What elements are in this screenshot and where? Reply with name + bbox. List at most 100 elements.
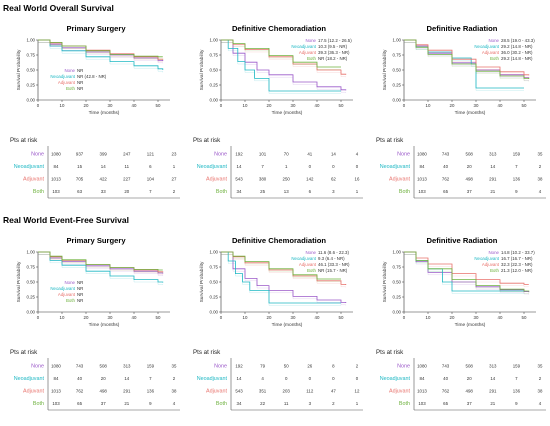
y-tick-label: 0.50: [392, 280, 401, 285]
series-line-none-ci: [221, 42, 346, 93]
risk-row-name: Neoadjuvant: [380, 164, 411, 170]
risk-cell: 142: [306, 177, 314, 182]
panel-title: Definitive Chemoradiation: [232, 236, 326, 245]
legend-entry-adjuvant: Adjuvant 36.0 (30.2 - NR): [482, 50, 533, 55]
legend-median-label: 39.3 (36.3 - NR): [318, 50, 350, 55]
risk-cell: 159: [147, 364, 155, 369]
series-line-both-ci: [38, 42, 163, 60]
risk-cell: 38: [172, 389, 177, 394]
risk-cell: 15: [77, 164, 82, 169]
legend-entry-both: Both 29.2 (14.8 - NR): [490, 56, 533, 61]
risk-cell: 1080: [51, 364, 61, 369]
risk-cell: 112: [306, 389, 314, 394]
legend-entry-none: None 28.5 (19.0 - 43.3): [489, 38, 536, 43]
risk-row-name: Both: [399, 401, 410, 407]
series-line-neoadjuvant: [221, 39, 341, 92]
series-line-both: [221, 251, 341, 280]
series-line-adjuvant: [38, 39, 164, 60]
risk-cell: 40: [443, 376, 448, 381]
x-tick-label: 40: [132, 103, 137, 108]
legend-entry-adjuvant: Adjuvant 32.3 (22.3 - NR): [482, 262, 533, 267]
risk-cell: 37: [101, 401, 106, 406]
risk-cell: 203: [283, 389, 291, 394]
risk-row-name: Both: [33, 401, 44, 407]
legend-median-label: 36.0 (30.2 - NR): [501, 50, 533, 55]
x-tick-label: 40: [132, 315, 137, 320]
x-tick-label: 40: [315, 103, 320, 108]
y-axis-label: Survival Probability: [199, 49, 205, 90]
section-title: Real World Overall Survival: [3, 3, 114, 13]
risk-cell: 9: [515, 401, 518, 406]
risk-row-name: Adjuvant: [23, 177, 44, 183]
y-tick-label: 0.00: [209, 98, 218, 103]
risk-cell: 762: [442, 389, 450, 394]
y-tick-label: 0.00: [392, 98, 401, 103]
risk-cell: 101: [259, 152, 267, 157]
legend-series-name: Adjuvant: [58, 292, 76, 297]
risk-cell: 50: [284, 364, 289, 369]
risk-cell: 14: [237, 164, 242, 169]
x-tick-label: 40: [315, 315, 320, 320]
x-tick-label: 20: [267, 103, 272, 108]
risk-cell: 0: [356, 376, 359, 381]
y-tick-label: 0.75: [26, 265, 35, 270]
risk-cell: 543: [235, 389, 243, 394]
legend-entry-both: Both 21.3 (12.0 - NR): [490, 268, 533, 273]
panel-title: Primary Surgery: [66, 24, 126, 33]
y-tick-label: 1.00: [26, 250, 35, 255]
legend-entry-neoadjuvant: Neoadjuvant 9.3 (6.4 - NR): [291, 256, 345, 261]
risk-cell: 62: [331, 177, 336, 182]
risk-cell: 104: [147, 177, 155, 182]
panel-definitive-radiation: Definitive Radiation 0.00 0.25 0.50 0.75 1.00…: [376, 24, 546, 199]
risk-cell: 1013: [51, 389, 61, 394]
risk-cell: 351: [259, 389, 267, 394]
risk-cell: 508: [466, 364, 474, 369]
risk-cell: 14: [237, 376, 242, 381]
legend-median-label: NR (18.2 - NR): [318, 56, 348, 61]
risk-table-header: Pts at risk: [10, 137, 38, 144]
x-tick-label: 30: [291, 103, 296, 108]
risk-cell: 37: [467, 189, 472, 194]
risk-cell: 41: [307, 152, 312, 157]
risk-cell: 543: [235, 177, 243, 182]
risk-cell: 247: [123, 152, 131, 157]
risk-cell: 7: [149, 376, 152, 381]
risk-cell: 422: [100, 177, 108, 182]
risk-cell: 34: [237, 189, 242, 194]
y-tick-label: 0.50: [26, 280, 35, 285]
legend-median-label: 46.1 (33.3 - NR): [318, 262, 350, 267]
risk-cell: 508: [100, 364, 108, 369]
y-tick-label: 1.00: [392, 250, 401, 255]
risk-cell: 3: [332, 189, 335, 194]
risk-row-name: Adjuvant: [389, 177, 410, 183]
risk-row-name: Both: [33, 189, 44, 195]
legend-entry-both: Both NR (15.7 - NR): [307, 268, 348, 273]
risk-cell: 84: [54, 164, 59, 169]
legend-entry-neoadjuvant: Neoadjuvant NR (42.8 - NR): [50, 74, 106, 79]
legend-entry-both: Both NR (18.2 - NR): [307, 56, 348, 61]
series-line-both: [38, 39, 163, 58]
risk-cell: 4: [539, 189, 542, 194]
y-tick-label: 0.50: [26, 68, 35, 73]
risk-cell: 20: [101, 376, 106, 381]
y-tick-label: 1.00: [209, 250, 218, 255]
legend-median-label: NR: [77, 68, 83, 73]
risk-row-name: Both: [399, 189, 410, 195]
legend-median-label: 28.5 (19.0 - 43.3): [501, 38, 535, 43]
series-line-both: [221, 39, 341, 68]
y-tick-label: 0.00: [392, 310, 401, 315]
risk-row-name: Neoadjuvant: [380, 376, 411, 382]
legend-series-name: None: [65, 68, 76, 73]
x-axis-label: Time (months): [89, 322, 120, 328]
risk-cell: 34: [237, 401, 242, 406]
risk-cell: 103: [418, 401, 426, 406]
y-axis-label: Survival Probability: [16, 49, 22, 90]
risk-cell: 121: [147, 152, 155, 157]
series-line-none: [221, 39, 347, 91]
legend-median-label: 29.2 (14.8 - NR): [501, 56, 533, 61]
risk-table-header: Pts at risk: [193, 137, 221, 144]
legend-series-name: Neoadjuvant: [291, 256, 316, 261]
risk-cell: 35: [172, 364, 177, 369]
risk-cell: 103: [52, 401, 60, 406]
series-line-neoadjuvant-ci: [221, 254, 341, 306]
